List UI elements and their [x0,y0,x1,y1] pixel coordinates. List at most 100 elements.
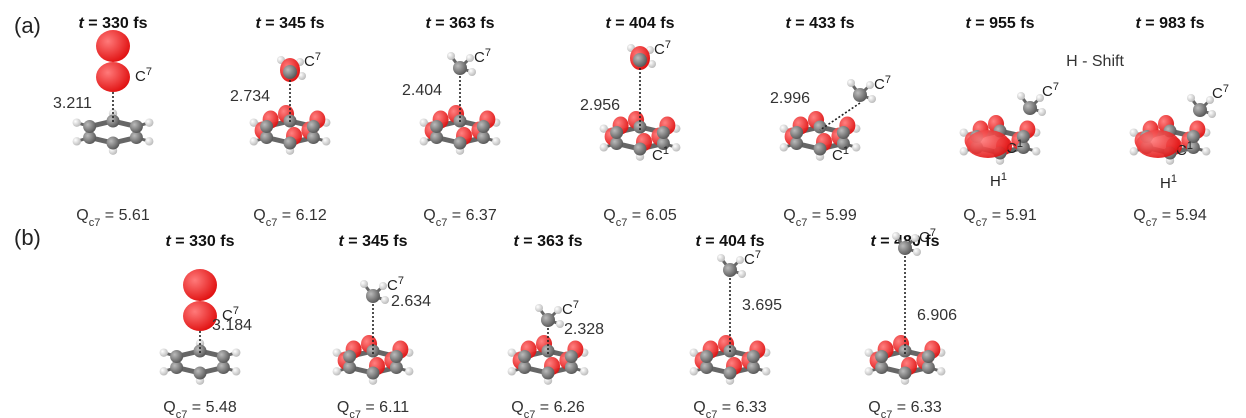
carbon-atom [129,131,143,144]
carbon-atom [518,361,532,374]
panel-b: (b) t = 330 fs C7 3.184 Qc7 = 5.48 t = 345 fs… [14,225,957,418]
hydrogen-atom [381,296,389,304]
carbon-atom [898,366,912,380]
hydrogen-atom [913,248,921,256]
carbon-atom [700,350,714,363]
carbon-atom [430,120,444,133]
snapshot-frame: t = 345 fs C72.634 Qc7 = 6.11 [332,233,431,418]
carbon-atom [790,137,804,150]
charge-label: Qc7 = 6.05 [603,207,677,229]
carbon-atom [541,344,555,358]
hydrogen-atom [717,254,725,262]
hydrogen-atom [466,54,474,62]
distance-label: 3.695 [742,297,782,314]
orbital-lobe [96,62,130,92]
hydrogen-atom [249,137,258,146]
hydrogen-atom [507,348,516,357]
carbon-atom [83,131,97,144]
hydrogen-atom [864,348,873,357]
carbon-atom [1186,130,1200,143]
hydrogen-atom [232,367,241,376]
time-label: t = 955 fs [966,15,1035,32]
hydrogen-atom [556,320,564,328]
carbon-atom [283,136,297,150]
hydrogen-atom [332,348,341,357]
carbon-atom [633,142,647,156]
distance-label: 2.734 [230,88,270,105]
hydrogen-atom [738,270,746,278]
hydrogen-atom [1187,94,1195,102]
distance-label: 6.906 [917,307,957,324]
hydrogen-atom [507,367,516,376]
hydrogen-atom [736,256,744,264]
charge-label: Qc7 = 5.61 [76,207,150,229]
atom-label-c7: C7 [135,66,152,85]
hydrogen-atom [1017,92,1025,100]
carbon-atom [836,137,850,150]
carbon-atom [366,289,380,303]
hydrogen-atom [322,137,331,146]
hydrogen-atom [145,118,154,127]
hydrogen-atom [1206,96,1214,104]
hydrogen-atom [298,72,306,80]
hydrogen-atom [580,367,589,376]
hydrogen-atom [672,143,681,152]
hydrogen-atom [72,137,81,146]
carbon-atom [746,350,760,363]
carbon-atom [389,350,403,363]
hydrogen-atom [1129,147,1138,156]
hydrogen-atom [779,124,788,133]
hydrogen-atom [937,367,946,376]
atom-label-h1: H1 [1160,173,1177,192]
carbon-atom [898,344,912,358]
distance-label: 2.328 [564,321,604,338]
atom-label-c7: C7 [874,74,891,93]
time-label: t = 330 fs [79,15,148,32]
hydrogen-atom [1038,108,1046,116]
orbital-lobe [183,269,217,301]
distance-label: 2.404 [402,82,442,99]
orbital-lobe [1136,130,1180,158]
atom-label-c7: C7 [1042,81,1059,100]
atom-label-c7: C7 [744,249,761,268]
hydrogen-atom [145,137,154,146]
orbital-lobe [183,301,217,331]
hydrogen-atom [492,137,501,146]
carbon-atom [1193,103,1207,117]
hydrogen-atom [554,306,562,314]
carbon-atom [813,142,827,156]
carbon-atom [476,131,490,144]
hydrogen-atom [689,348,698,357]
atom-label-c7: C7 [1212,83,1229,102]
hydrogen-atom [419,118,428,127]
carbon-atom [564,361,578,374]
time-label: t = 983 fs [1136,15,1205,32]
hydrogen-atom [689,367,698,376]
carbon-atom [366,344,380,358]
carbon-atom [921,361,935,374]
atom-label-h1: H1 [990,171,1007,190]
atom-label-c7: C7 [387,275,404,294]
time-label: t = 345 fs [339,233,408,250]
carbon-atom [610,126,624,139]
snapshot-frame: t = 433 fs C7 C1 2.996 Qc7 = 5.99 [770,15,891,229]
hydrogen-atom [648,60,656,68]
hydrogen-atom [332,367,341,376]
carbon-atom [541,313,555,327]
carbon-atom [836,126,850,139]
carbon-atom [389,361,403,374]
hydrogen-atom [360,280,368,288]
carbon-atom [343,361,357,374]
carbon-atom [633,120,647,134]
snapshot-frame: t = 330 fs C7 3.211 Qc7 = 5.61 [53,15,154,229]
distance-label: 2.956 [580,97,620,114]
carbon-atom [541,366,555,380]
hydrogen-atom [447,52,455,60]
charge-label: Qc7 = 6.12 [253,207,327,229]
hydrogen-atom [249,118,258,127]
hydrogen-atom [1036,94,1044,102]
distance-label: 3.211 [53,95,92,112]
